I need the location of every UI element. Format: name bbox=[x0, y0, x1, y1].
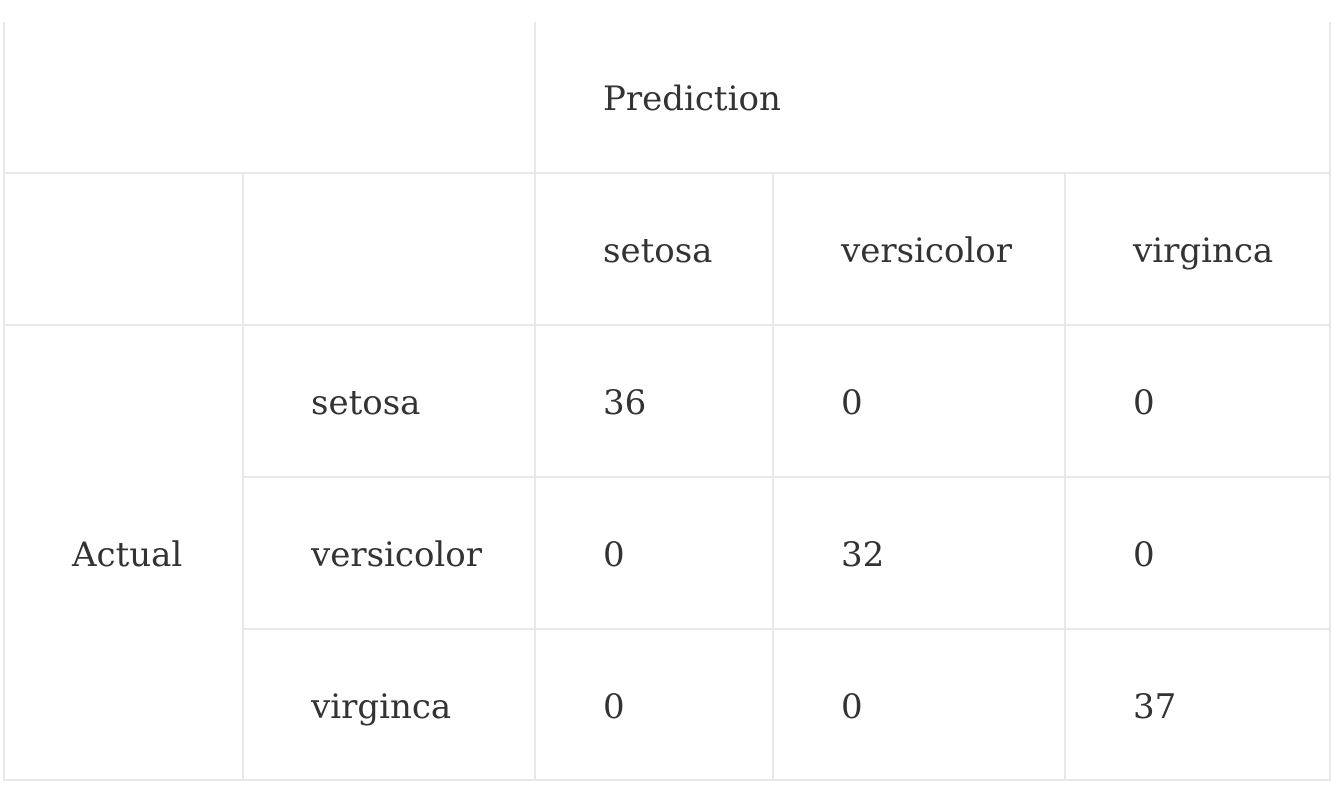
prediction-header: Prediction bbox=[603, 79, 781, 119]
matrix-cell-virginca-versicolor: 0 bbox=[841, 687, 863, 727]
matrix-cell-setosa-versicolor: 0 bbox=[841, 383, 863, 423]
matrix-cell-versicolor-virginca: 0 bbox=[1133, 535, 1155, 575]
matrix-cell-setosa-virginca: 0 bbox=[1133, 383, 1155, 423]
col-divider-1 bbox=[242, 173, 244, 781]
matrix-cell-versicolor-versicolor: 32 bbox=[841, 535, 885, 575]
predicted-class-setosa: setosa bbox=[603, 231, 713, 271]
col-divider-2 bbox=[534, 22, 536, 781]
col-divider-4 bbox=[1064, 173, 1066, 781]
predicted-class-virginca: virginca bbox=[1133, 231, 1274, 271]
row-divider-2 bbox=[4, 324, 1331, 326]
col-divider-3 bbox=[772, 173, 774, 781]
matrix-cell-virginca-setosa: 0 bbox=[603, 687, 625, 727]
predicted-class-versicolor: versicolor bbox=[841, 231, 1013, 271]
actual-header: Actual bbox=[72, 535, 183, 575]
matrix-cell-versicolor-setosa: 0 bbox=[603, 535, 625, 575]
table-border-bottom bbox=[4, 779, 1331, 781]
row-divider-1 bbox=[4, 172, 1331, 174]
actual-class-versicolor: versicolor bbox=[311, 535, 483, 575]
row-divider-4 bbox=[243, 628, 1331, 630]
row-divider-3 bbox=[243, 476, 1331, 478]
actual-class-virginca: virginca bbox=[311, 687, 452, 727]
matrix-cell-virginca-virginca: 37 bbox=[1133, 687, 1177, 727]
matrix-cell-setosa-setosa: 36 bbox=[603, 383, 647, 423]
table-border-right bbox=[1329, 22, 1331, 781]
actual-class-setosa: setosa bbox=[311, 383, 421, 423]
table-border-left bbox=[3, 22, 5, 781]
